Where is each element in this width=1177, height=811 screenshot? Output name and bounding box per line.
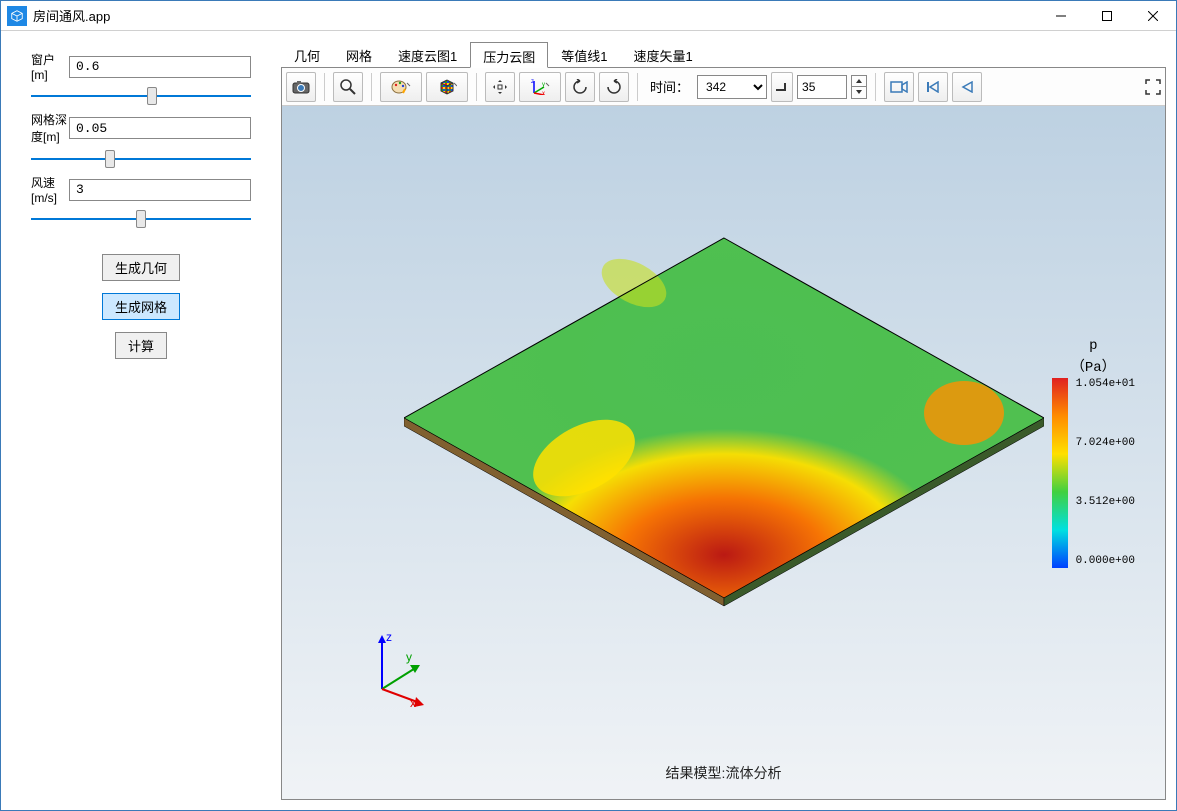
- camera-icon[interactable]: [286, 72, 316, 102]
- viewport-toolbar: z yx 时间： 342: [282, 68, 1165, 106]
- wind-speed-input[interactable]: [69, 179, 251, 201]
- sidebar: 窗户[m] 网格深度[m] 风速[m/s] 生成几何 生成网格 计算: [11, 41, 271, 800]
- param-row-mesh: 网格深度[m]: [31, 111, 251, 145]
- param-label: 风速[m/s]: [31, 174, 69, 205]
- minimize-button[interactable]: [1038, 1, 1084, 31]
- tab-1[interactable]: 网格: [333, 41, 385, 67]
- app-icon: [7, 6, 27, 26]
- window-title: 房间通风.app: [33, 6, 110, 25]
- spinner-down[interactable]: [852, 87, 866, 98]
- svg-text:y: y: [406, 650, 412, 664]
- rotate-cw-icon[interactable]: [599, 72, 629, 102]
- wind-speed-slider[interactable]: [31, 218, 251, 220]
- legend-title-1: p: [1052, 338, 1135, 354]
- palette-icon[interactable]: [380, 72, 422, 102]
- svg-text:z: z: [531, 79, 534, 85]
- cube-icon[interactable]: [426, 72, 468, 102]
- viewport-container: zyx 时间： 342: [281, 67, 1166, 800]
- pressure-contour-plate: [404, 228, 1044, 608]
- time-select[interactable]: 342: [697, 75, 767, 99]
- spinner-up[interactable]: [852, 76, 866, 87]
- legend-title-2: （Pa）: [1052, 356, 1135, 376]
- maximize-button[interactable]: [1084, 1, 1130, 31]
- axis-triad: z y x: [362, 629, 442, 709]
- step-end-icon[interactable]: [771, 72, 793, 102]
- legend-tick: 1.054e+01: [1076, 378, 1135, 390]
- close-button[interactable]: [1130, 1, 1176, 31]
- svg-text:x: x: [410, 696, 416, 709]
- tab-2[interactable]: 速度云图1: [385, 41, 470, 67]
- legend-colorbar: [1052, 378, 1068, 568]
- compute-button[interactable]: 计算: [115, 332, 167, 359]
- generate-mesh-button[interactable]: 生成网格: [102, 293, 180, 320]
- zoom-icon[interactable]: [333, 72, 363, 102]
- param-row-window: 窗户[m]: [31, 51, 251, 82]
- time-label: 时间：: [650, 77, 689, 96]
- main-panel: 几何网格速度云图1压力云图等值线1速度矢量1 zyx 时间：: [281, 41, 1166, 800]
- video-icon[interactable]: [884, 72, 914, 102]
- axis-icon[interactable]: z yx: [519, 72, 561, 102]
- rotate-ccw-icon[interactable]: [565, 72, 595, 102]
- window-controls: [1038, 1, 1176, 31]
- legend-tick: 3.512e+00: [1076, 496, 1135, 508]
- tab-0[interactable]: 几何: [281, 41, 333, 67]
- content-area: 窗户[m] 网格深度[m] 风速[m/s] 生成几何 生成网格 计算 几何网: [1, 31, 1176, 810]
- frame-input[interactable]: [797, 75, 847, 99]
- tab-5[interactable]: 速度矢量1: [621, 41, 706, 67]
- play-back-icon[interactable]: [952, 72, 982, 102]
- expand-icon[interactable]: [1145, 79, 1161, 95]
- svg-text:y: y: [542, 82, 545, 88]
- viewport-caption: 结果模型:流体分析: [666, 763, 782, 783]
- pan-icon[interactable]: [485, 72, 515, 102]
- tab-3[interactable]: 压力云图: [470, 42, 548, 68]
- action-buttons: 生成几何 生成网格 计算: [31, 254, 251, 359]
- titlebar: 房间通风.app: [1, 1, 1176, 31]
- window-input[interactable]: [69, 56, 251, 78]
- param-label: 网格深度[m]: [31, 111, 69, 145]
- legend-tick: 7.024e+00: [1076, 437, 1135, 449]
- mesh-depth-slider[interactable]: [31, 158, 251, 160]
- mesh-depth-input[interactable]: [69, 117, 251, 139]
- window-slider[interactable]: [31, 95, 251, 97]
- legend-ticks: 1.054e+01 7.024e+00 3.512e+00 0.000e+00: [1076, 378, 1135, 568]
- app-window: 房间通风.app 窗户[m] 网格深度[m] 风速[m/s]: [0, 0, 1177, 811]
- color-legend: p （Pa） 1.054e+01 7.024e+00 3.512e+00 0.000e…: [1052, 338, 1135, 568]
- tabs: 几何网格速度云图1压力云图等值线1速度矢量1: [281, 41, 1166, 67]
- tab-4[interactable]: 等值线1: [548, 41, 620, 67]
- generate-geometry-button[interactable]: 生成几何: [102, 254, 180, 281]
- viewport[interactable]: z y x p （Pa） 1.054e+01 7.024e+00 3.512e+00…: [282, 106, 1165, 799]
- param-label: 窗户[m]: [31, 51, 69, 82]
- param-row-speed: 风速[m/s]: [31, 174, 251, 205]
- legend-tick: 0.000e+00: [1076, 555, 1135, 567]
- skip-back-icon[interactable]: [918, 72, 948, 102]
- svg-text:x: x: [542, 91, 545, 95]
- svg-text:z: z: [386, 630, 392, 644]
